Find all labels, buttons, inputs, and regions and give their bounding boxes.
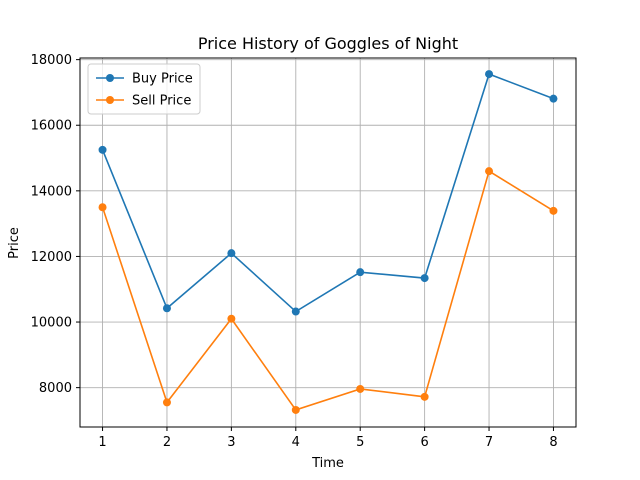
buy-price-point: [98, 145, 107, 154]
buy-price-point: [227, 249, 236, 258]
plot-frame: [79, 57, 577, 428]
legend-sell-price-label: Sell Price: [132, 94, 191, 109]
buy-price-line: [101, 73, 554, 313]
legend-buy-price-marker: [106, 74, 114, 82]
legend-sell-price-marker: [106, 96, 114, 104]
legend-buy-price-label: Buy Price: [132, 72, 193, 87]
x-tick-label: 7: [485, 435, 493, 450]
sell-price-point: [98, 203, 107, 212]
y-tick-label: 12000: [31, 250, 72, 265]
y-tick-label: 18000: [31, 53, 72, 68]
sell-price-point: [227, 314, 236, 323]
x-axis-label: Time: [311, 456, 344, 471]
x-tick-label: 3: [227, 435, 235, 450]
buy-price-point: [291, 307, 300, 316]
sell-price-point: [356, 384, 365, 393]
x-tick-label: 4: [292, 435, 300, 450]
grid-layer: [80, 58, 576, 427]
x-tick-label: 8: [549, 435, 557, 450]
sell-price-point: [549, 206, 558, 215]
y-tick-label: 16000: [31, 119, 72, 134]
y-axis-label: Price: [7, 227, 22, 259]
x-tick-label: 1: [98, 435, 106, 450]
x-tick-label: 2: [163, 435, 171, 450]
legend: Buy Price Sell Price: [87, 63, 201, 115]
sell-price-point: [162, 398, 171, 407]
series-layer: [98, 70, 558, 414]
legend-box: [87, 63, 201, 115]
sell-price-point: [291, 405, 300, 414]
y-tick-label: 10000: [31, 316, 72, 331]
y-tick-label: 8000: [39, 381, 72, 396]
sell-price-point: [420, 392, 429, 401]
y-tick-label: 14000: [31, 184, 72, 199]
buy-price-point: [356, 268, 365, 277]
x-tick-label: 6: [420, 435, 428, 450]
buy-price-point: [549, 94, 558, 103]
chart-title: Price History of Goggles of Night: [198, 34, 458, 53]
buy-price-point: [420, 274, 429, 283]
tick-layer: 1 2 3 4 5 6 7 8 8000 10000 12000 14000 16000 18000: [31, 53, 558, 450]
sell-price-point: [485, 167, 494, 176]
sell-price-line: [101, 169, 554, 411]
buy-price-point: [485, 70, 494, 79]
buy-price-point: [162, 304, 171, 313]
x-tick-label: 5: [356, 435, 364, 450]
